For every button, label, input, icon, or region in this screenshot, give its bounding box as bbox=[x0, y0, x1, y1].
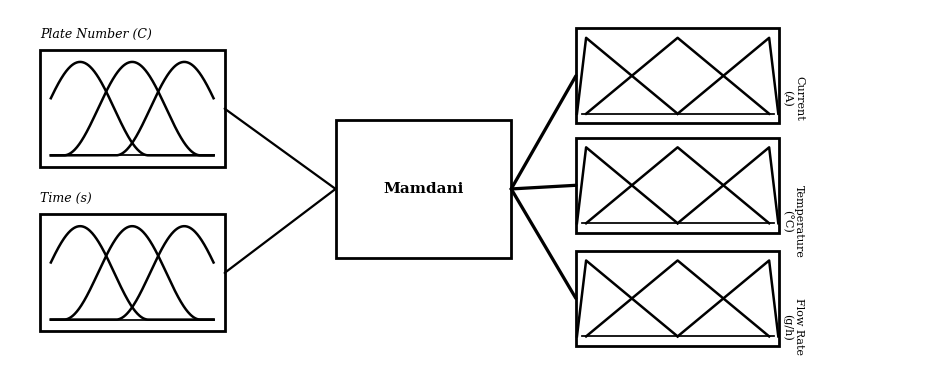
Bar bbox=[40, 50, 225, 167]
Text: Mamdani: Mamdani bbox=[383, 182, 463, 196]
Bar bbox=[576, 251, 779, 346]
Text: Temperature
(°C): Temperature (°C) bbox=[782, 185, 804, 258]
Bar bbox=[40, 214, 225, 331]
Text: Time (s): Time (s) bbox=[40, 192, 91, 206]
Text: Current
(A): Current (A) bbox=[782, 76, 804, 120]
Text: Plate Number (C): Plate Number (C) bbox=[40, 28, 152, 41]
Bar bbox=[576, 138, 779, 233]
Bar bbox=[336, 120, 512, 258]
Text: Flow Rate
(g/h): Flow Rate (g/h) bbox=[782, 298, 804, 355]
Bar bbox=[576, 28, 779, 123]
